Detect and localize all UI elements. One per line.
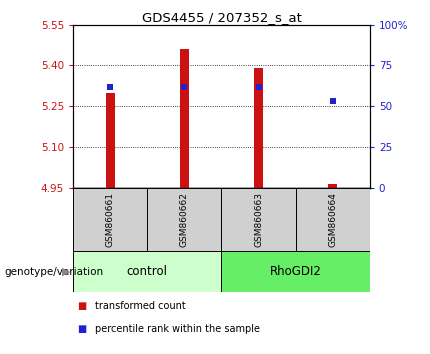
Text: GSM860663: GSM860663 <box>254 192 263 247</box>
Text: transformed count: transformed count <box>95 301 185 311</box>
Text: percentile rank within the sample: percentile rank within the sample <box>95 324 260 334</box>
Title: GDS4455 / 207352_s_at: GDS4455 / 207352_s_at <box>141 11 301 24</box>
Bar <box>328 184 337 188</box>
Bar <box>106 93 115 188</box>
Bar <box>221 188 296 251</box>
Text: ■: ■ <box>77 301 87 311</box>
Bar <box>296 188 370 251</box>
Bar <box>254 68 263 188</box>
Bar <box>73 251 221 292</box>
Text: GSM860664: GSM860664 <box>328 192 337 247</box>
Bar <box>180 49 189 188</box>
Text: control: control <box>127 265 168 278</box>
Text: RhoGDI2: RhoGDI2 <box>270 265 322 278</box>
Bar <box>73 188 147 251</box>
Text: GSM860661: GSM860661 <box>106 192 115 247</box>
Bar <box>147 188 221 251</box>
Text: genotype/variation: genotype/variation <box>4 267 104 277</box>
Bar <box>221 251 370 292</box>
Text: GSM860662: GSM860662 <box>180 192 189 247</box>
Text: ▶: ▶ <box>62 267 71 277</box>
Text: ■: ■ <box>77 324 87 334</box>
